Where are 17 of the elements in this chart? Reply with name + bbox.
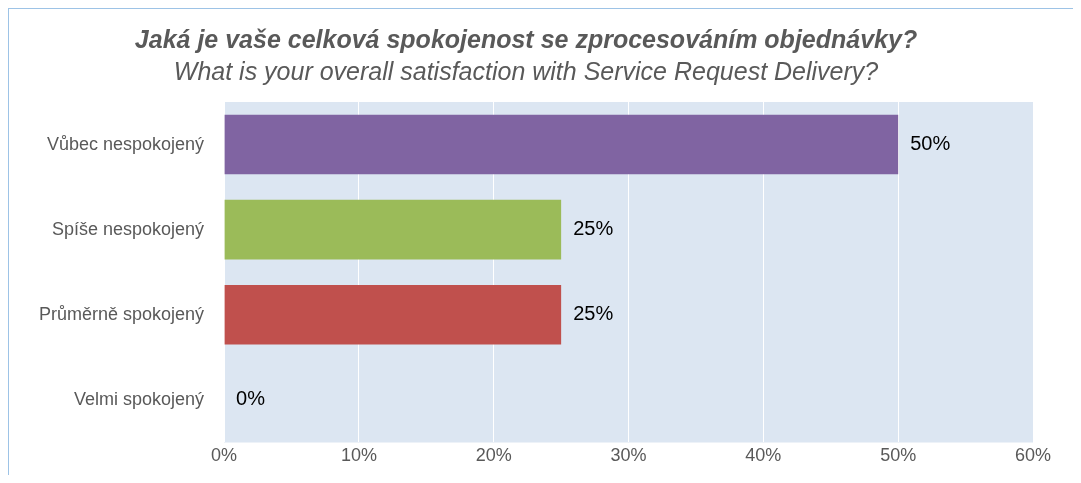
x-tick-label: 10%: [340, 445, 377, 466]
x-tick-label: 50%: [880, 445, 917, 466]
chart-title: Jaká je vaše celková spokojenost se zprocesováním objednávky?: [134, 24, 918, 53]
data-label: 25%: [573, 217, 614, 240]
chart-subtitle: What is your overall satisfaction with Service Request Delivery?: [173, 56, 879, 85]
data-label: 0%: [236, 387, 266, 410]
data-label: 25%: [573, 302, 614, 325]
y-tick-label: Velmi spokojený: [74, 388, 205, 409]
data-label: 50%: [910, 132, 951, 155]
x-tick-label: 60%: [1014, 445, 1052, 466]
x-tick-label: 40%: [745, 445, 782, 466]
x-tick-label: 30%: [610, 445, 647, 466]
x-tick-label: 0%: [211, 445, 238, 466]
y-tick-label: Průměrně spokojený: [38, 303, 205, 324]
y-tick-label: Vůbec nespokojený: [46, 133, 205, 154]
x-tick-label: 20%: [475, 445, 512, 466]
y-tick-label: Spíše nespokojený: [51, 218, 205, 239]
